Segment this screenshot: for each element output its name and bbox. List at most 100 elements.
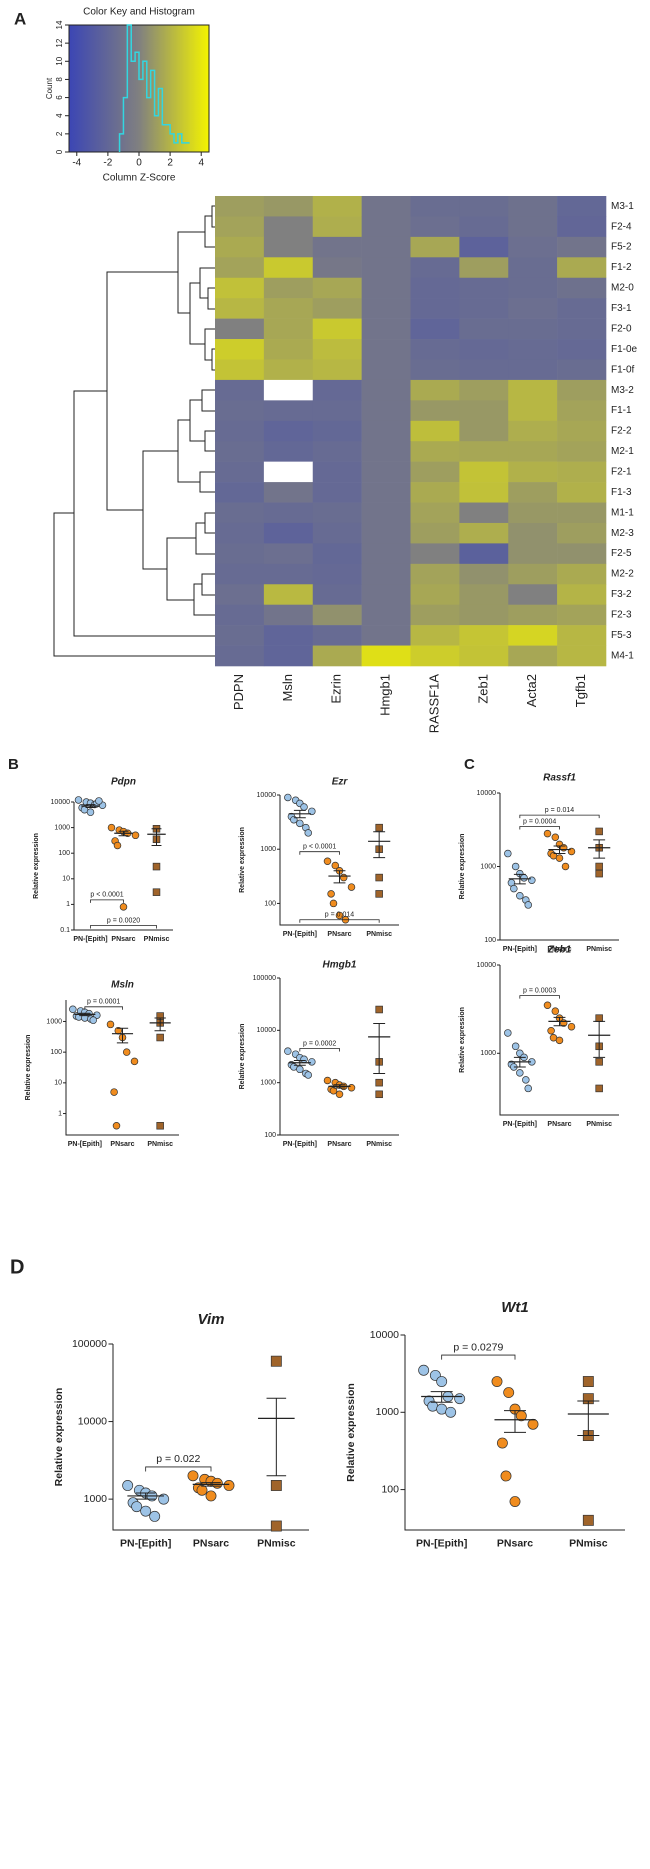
x-tick-label: PNmisc	[586, 1121, 612, 1128]
data-point	[223, 1480, 235, 1491]
heatmap-cell	[312, 339, 362, 360]
heatmap-cell	[361, 522, 411, 544]
data-point	[131, 1501, 143, 1513]
y-tick-label: 0.1	[60, 927, 70, 934]
data-point	[304, 829, 312, 837]
data-point	[323, 1076, 332, 1085]
data-point	[156, 1122, 164, 1130]
y-tick-label: 100	[264, 900, 276, 907]
key-x-tick-label: 2	[167, 158, 173, 169]
data-point	[335, 1090, 344, 1099]
data-point	[454, 1393, 466, 1405]
x-tick-label: PNmisc	[144, 936, 170, 943]
data-point	[89, 1016, 97, 1024]
axes	[112, 1344, 309, 1531]
data-point	[567, 1022, 576, 1031]
data-point	[106, 1020, 115, 1029]
heatmap-cell	[215, 522, 265, 544]
heatmap-cell	[557, 257, 607, 279]
key-y-tick-label: 12	[55, 38, 64, 47]
histogram-line	[118, 24, 190, 152]
heatmap-cell	[215, 339, 265, 360]
heatmap-cell	[215, 298, 265, 319]
data-point	[284, 793, 292, 802]
heatmap-cell	[508, 461, 558, 483]
heatmap-cell	[263, 461, 314, 483]
heatmap-cell	[557, 359, 607, 381]
data-point	[555, 1036, 564, 1045]
heatmap-cell	[508, 645, 558, 667]
key-xlabel: Column Z-Score	[103, 173, 176, 184]
key-title: Color Key and Histogram	[83, 7, 195, 18]
heatmap-cell	[263, 522, 314, 544]
x-tick-label: PNsarc	[547, 946, 571, 953]
heatmap-cell	[312, 420, 362, 442]
heatmap-cell	[557, 196, 607, 217]
sem-bar	[118, 830, 129, 837]
heatmap-cell	[459, 379, 509, 401]
data-point	[543, 829, 552, 838]
plot-title: Hmgb1	[323, 960, 357, 971]
data-point	[122, 1048, 131, 1056]
heatmap-cell	[508, 257, 558, 279]
key-y-tick-label: 6	[55, 95, 64, 100]
data-point	[561, 862, 570, 871]
heatmap-cell	[361, 400, 411, 422]
column-label: RASSF1A	[426, 674, 441, 734]
heatmap-cell	[263, 359, 314, 381]
axes	[279, 795, 399, 926]
heatmap-cell	[361, 196, 411, 217]
row-label: F2-2	[611, 426, 632, 437]
key-x-tick-label: 4	[198, 158, 204, 169]
key-y-tick-label: 14	[55, 20, 64, 29]
data-point	[524, 901, 532, 909]
y-axis-label: Relative expression	[459, 1007, 466, 1073]
heatmap-cell	[557, 584, 607, 605]
x-tick-label: PNmisc	[366, 931, 392, 938]
heatmap-cell	[263, 604, 314, 626]
y-tick-label: 1000	[480, 863, 496, 870]
heatmap-cell	[215, 400, 265, 422]
heatmap-cell	[459, 318, 509, 340]
column-label: Hmgb1	[378, 674, 393, 716]
data-point	[270, 1355, 282, 1367]
heatmap-cell	[263, 645, 314, 667]
axes	[65, 1000, 179, 1136]
heatmap-cell	[459, 502, 509, 524]
heatmap-cell	[557, 318, 607, 340]
heatmap-cell	[459, 257, 509, 279]
data-point	[522, 1076, 530, 1084]
heatmap-cell	[312, 298, 362, 319]
data-point	[595, 827, 603, 836]
row-label: F1-1	[611, 405, 632, 416]
heatmap-cell	[263, 216, 314, 238]
data-point	[152, 888, 161, 896]
heatmap-cell	[557, 379, 607, 401]
data-point	[543, 1001, 552, 1010]
axes	[499, 965, 619, 1116]
heatmap-cell	[215, 196, 265, 217]
sem-bar	[373, 1023, 386, 1074]
heatmap-cell	[312, 563, 362, 585]
heatmap-cell	[410, 645, 460, 667]
y-tick-label: 1000	[84, 1493, 108, 1505]
heatmap-cell	[263, 543, 314, 565]
heatmap-cell	[263, 257, 314, 279]
heatmap-cell	[263, 400, 314, 422]
heatmap-cell	[215, 502, 265, 524]
plot-title: Pdpn	[111, 777, 136, 788]
heatmap-cell	[557, 502, 607, 524]
data-point	[110, 1088, 118, 1096]
heatmap-cell	[508, 625, 558, 646]
data-point	[504, 1029, 512, 1037]
heatmap-cell	[361, 379, 411, 401]
heatmap-cell	[459, 563, 509, 585]
p-value: p = 0.0001	[87, 999, 120, 1006]
sem-bar	[577, 1400, 600, 1437]
row-label: F1-0f	[611, 364, 635, 375]
heatmap-cell	[361, 563, 411, 585]
y-tick-label: 1000	[54, 824, 70, 831]
significance-bracket	[299, 851, 340, 855]
